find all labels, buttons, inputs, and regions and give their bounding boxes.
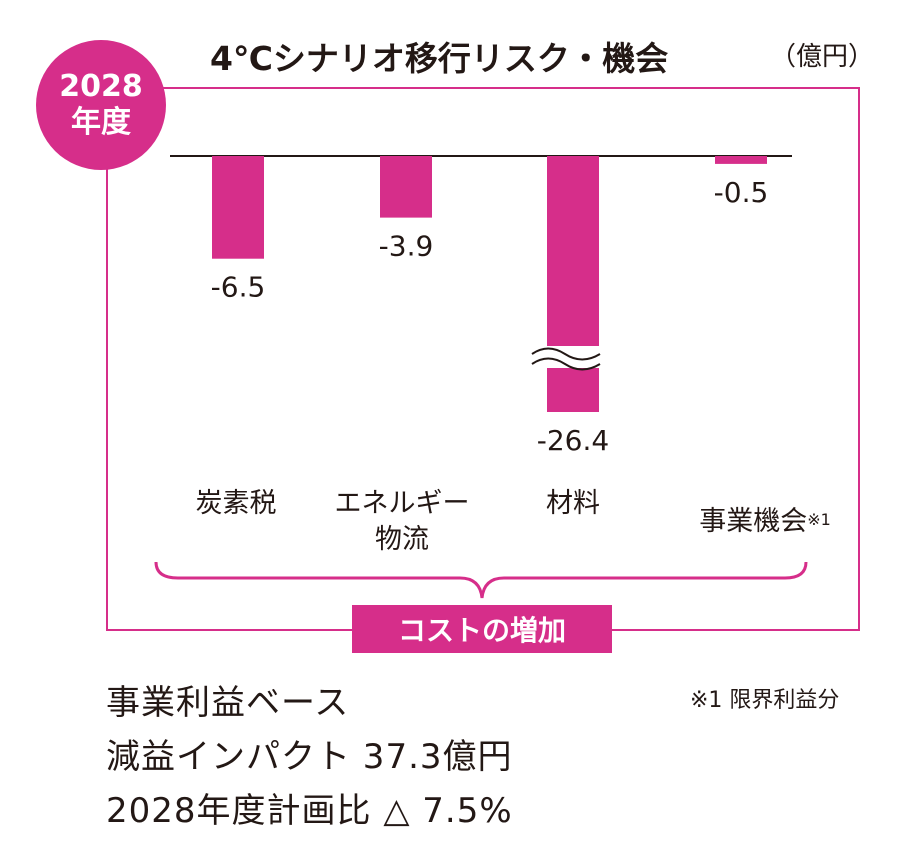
footnote-marker: ※1 [807, 510, 831, 529]
category-label-materials: 材料 [546, 488, 600, 519]
bar-value-label-1: -3.9 [379, 230, 434, 263]
bar-value-label-0: -6.5 [211, 271, 266, 304]
year-badge-year: 2028 [59, 69, 143, 104]
bar-value-label-2: -26.4 [537, 424, 609, 457]
category-label-energy: エネルギー 物流 [318, 486, 486, 558]
axis-break-mark [530, 346, 616, 371]
chart-title: 4℃シナリオ移行リスク・機会 [204, 32, 675, 80]
summary-line-basis: 事業利益ベース [106, 683, 350, 723]
bar-2 [547, 156, 599, 412]
bar-0 [212, 156, 264, 259]
summary-line-plan-ratio: 2028年度計画比 △ 7.5% [106, 791, 513, 831]
unit-label: （億円） [770, 42, 875, 72]
cost-increase-badge: コストの増加 [352, 605, 612, 653]
bar-1 [380, 156, 432, 218]
category-label-business: 事業機会※1 [680, 504, 850, 540]
bar-value-label-3: -0.5 [714, 176, 769, 209]
bar-3 [715, 156, 767, 164]
category-label-energy-line1: エネルギー [334, 488, 470, 519]
year-badge: 2028 年度 [36, 40, 166, 170]
cost-brace [154, 561, 808, 599]
year-badge-label: 年度 [71, 105, 131, 140]
category-label-carbon-tax: 炭素税 [195, 488, 277, 519]
category-label-energy-line2: 物流 [375, 524, 429, 555]
footnote: ※1 限界利益分 [690, 688, 840, 713]
category-label-business-text: 事業機会 [699, 506, 808, 537]
summary-line-impact: 減益インパクト 37.3億円 [106, 737, 513, 777]
impact-summary: 事業利益ベース 減益インパクト 37.3億円 2028年度計画比 △ 7.5% [106, 676, 513, 838]
